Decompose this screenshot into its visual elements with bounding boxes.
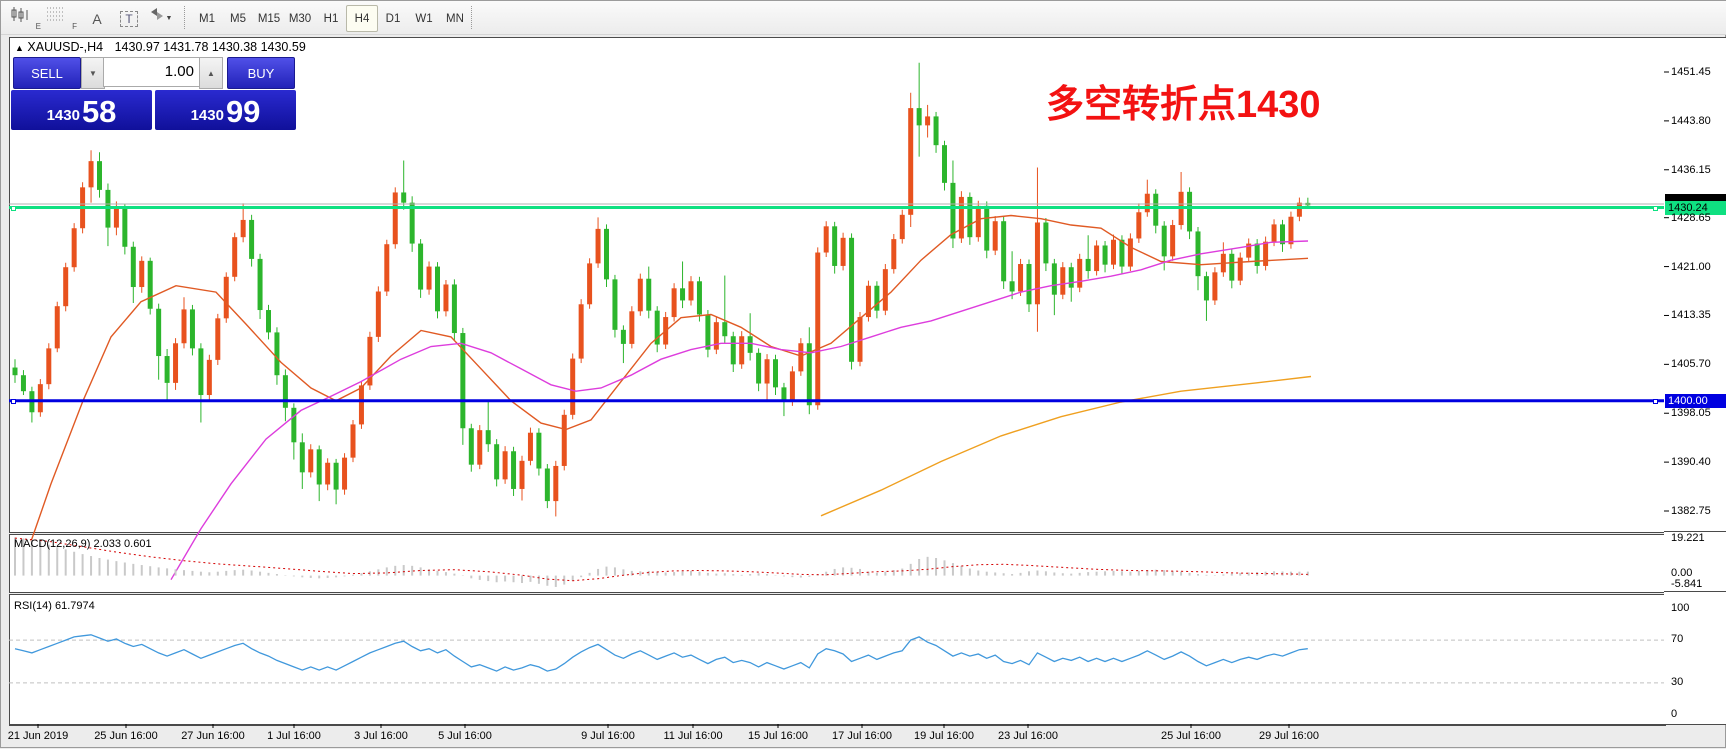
time-label: 25 Jul 16:00 (1161, 730, 1221, 742)
price-label: 1428.65 (1671, 211, 1711, 224)
sell-price-big: 58 (81, 94, 117, 129)
ohlc-values: 1430.97 1431.78 1430.38 1430.59 (114, 40, 306, 54)
price-label: 1405.70 (1671, 358, 1711, 371)
arrows-glyph (151, 8, 163, 20)
price-label: 1398.05 (1671, 407, 1711, 420)
indicators-icon[interactable]: E (9, 5, 43, 32)
pane-separator (1664, 531, 1726, 532)
macd-pane[interactable] (9, 534, 1666, 593)
chart-annotation-text: 多空转折点1430 (1046, 84, 1321, 126)
green-line-handle-left[interactable] (11, 206, 16, 211)
candlestick-glyph (11, 7, 28, 22)
blue-line-handle-left[interactable] (11, 399, 16, 404)
macd-axis-label: 0.00 (1671, 567, 1693, 579)
blue-line-price-badge: 1400.00 (1665, 394, 1726, 408)
rsi-axis-label: 30 (1671, 676, 1684, 688)
time-axis-border (9, 724, 1726, 725)
time-label: 15 Jul 16:00 (748, 730, 808, 742)
time-label: 21 Jun 2019 (7, 730, 69, 742)
volume-down-button[interactable]: ▼ (81, 57, 105, 89)
volume-input[interactable]: 1.00 (103, 57, 201, 87)
timeframe-button-mn[interactable]: MN (446, 12, 464, 25)
text-label-icon[interactable]: A (81, 5, 113, 32)
volume-up-button[interactable]: ▲ (199, 57, 223, 89)
macd-label: MACD(12,26,9) 2.033 0.601 (14, 538, 152, 550)
time-label: 17 Jul 16:00 (832, 730, 892, 742)
time-label: 5 Jul 16:00 (438, 730, 492, 742)
rsi-axis-label: 70 (1671, 633, 1684, 645)
time-label: 23 Jul 16:00 (998, 730, 1058, 742)
bid-price-marker (1665, 194, 1726, 201)
green-line-price-badge: 1430.24 (1665, 201, 1726, 215)
rsi-pane[interactable] (9, 594, 1666, 726)
time-label: 27 Jun 16:00 (181, 730, 245, 742)
rsi-label: RSI(14) 61.7974 (14, 600, 95, 612)
rsi-axis-label: 0 (1671, 708, 1678, 720)
price-label: 1413.35 (1671, 309, 1711, 322)
buy-button[interactable]: BUY (227, 57, 295, 89)
timeframe-button-m15[interactable]: M15 (257, 12, 281, 25)
time-label: 19 Jul 16:00 (914, 730, 974, 742)
sell-button[interactable]: SELL (13, 57, 81, 89)
timeframe-button-m30[interactable]: M30 (288, 12, 312, 25)
time-label: 3 Jul 16:00 (354, 730, 408, 742)
blue-line-handle-right[interactable] (1653, 399, 1658, 404)
buy-price-display[interactable]: 1430 99 (155, 90, 296, 130)
buy-price-small: 1430 (190, 107, 224, 124)
buy-price-big: 99 (225, 94, 261, 129)
timeframe-button-m1[interactable]: M1 (199, 12, 215, 25)
green-line-handle-right[interactable] (1653, 206, 1658, 211)
macd-axis-label: 19.221 (1671, 532, 1705, 544)
time-label: 25 Jun 16:00 (94, 730, 158, 742)
text-box-icon[interactable]: T (113, 5, 145, 32)
time-label: 29 Jul 16:00 (1259, 730, 1319, 742)
volume-up-icon: ▲ (207, 68, 215, 78)
price-label: 1436.15 (1671, 163, 1711, 176)
sell-price-display[interactable]: 1430 58 (11, 90, 152, 130)
timeframe-button-m5[interactable]: M5 (230, 12, 246, 25)
toolbar-separator-2 (471, 6, 472, 29)
price-axis[interactable] (1664, 37, 1726, 725)
price-label: 1382.75 (1671, 505, 1711, 517)
text-box-glyph: T (120, 10, 138, 27)
grid-glyph (47, 7, 65, 21)
price-label: 1443.80 (1671, 114, 1711, 127)
pane-separator (1664, 591, 1726, 592)
price-label: 1451.45 (1671, 66, 1711, 78)
icon-sub-f: F (72, 22, 77, 31)
toolbar-separator (184, 6, 185, 29)
text-label-glyph: A (92, 10, 102, 27)
timeframe-button-w1[interactable]: W1 (415, 12, 433, 25)
macd-axis-label: -5.841 (1671, 578, 1703, 590)
time-label: 11 Jul 16:00 (663, 730, 723, 742)
timeframe-button-h1[interactable]: H1 (323, 12, 339, 25)
timeframe-button-d1[interactable]: D1 (385, 12, 401, 25)
collapse-triangle-icon[interactable]: ▲ (15, 43, 24, 53)
shapes-icon[interactable]: ▼ (147, 5, 189, 32)
sell-price-small: 1430 (46, 107, 80, 124)
volume-down-icon: ▼ (89, 68, 97, 78)
top-toolbar: E F A T ▼ M1 M5 M15 M30 H1 H4 D1 W1 MN (1, 1, 1726, 35)
price-label: 1421.00 (1671, 260, 1711, 273)
time-label: 1 Jul 16:00 (267, 730, 321, 742)
rsi-axis-label: 100 (1671, 602, 1690, 614)
chart-title: ▲ XAUUSD-,H4 1430.97 1431.78 1430.38 143… (15, 40, 306, 54)
icon-sub-e: E (35, 22, 41, 31)
dropdown-caret-icon[interactable]: ▼ (165, 15, 173, 22)
symbol-period-label: XAUUSD-,H4 (27, 40, 104, 54)
grid-icon[interactable]: F (45, 5, 79, 32)
time-label: 9 Jul 16:00 (581, 730, 635, 742)
timeframe-button-h4[interactable]: H4 (346, 5, 378, 32)
price-label: 1390.40 (1671, 456, 1711, 469)
